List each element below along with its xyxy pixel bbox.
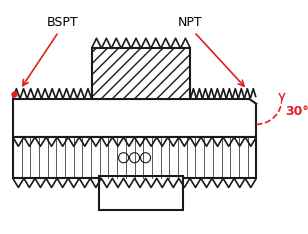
Bar	[13, 99, 256, 137]
Bar	[99, 176, 183, 210]
Text: NPT: NPT	[178, 16, 203, 29]
Bar	[91, 48, 190, 99]
Text: BSPT: BSPT	[47, 16, 78, 29]
Polygon shape	[249, 97, 258, 108]
Text: 30°: 30°	[286, 105, 308, 118]
Bar	[13, 137, 256, 178]
